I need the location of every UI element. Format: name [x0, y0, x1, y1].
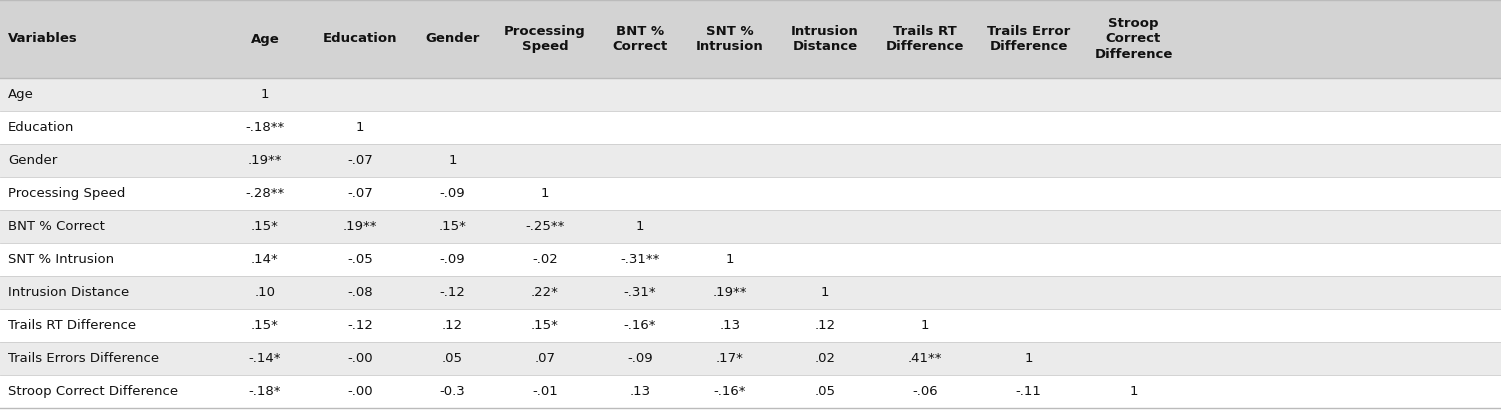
- Text: -.11: -.11: [1016, 385, 1042, 398]
- Text: .41**: .41**: [908, 352, 943, 365]
- Text: -.05: -.05: [347, 253, 372, 266]
- Text: 1: 1: [1024, 352, 1033, 365]
- Text: -.00: -.00: [347, 385, 372, 398]
- Text: -.28**: -.28**: [245, 187, 285, 200]
- Text: 1: 1: [821, 286, 829, 299]
- Text: -.16*: -.16*: [624, 319, 656, 332]
- Text: -.09: -.09: [627, 352, 653, 365]
- Text: -.00: -.00: [347, 352, 372, 365]
- Text: -.07: -.07: [347, 154, 372, 167]
- Text: -.31*: -.31*: [624, 286, 656, 299]
- Text: .05: .05: [441, 352, 462, 365]
- Text: .22*: .22*: [531, 286, 558, 299]
- Text: 1: 1: [540, 187, 549, 200]
- Text: Trails RT
Difference: Trails RT Difference: [886, 25, 964, 53]
- Bar: [0, 111, 1501, 144]
- Text: -.01: -.01: [533, 385, 558, 398]
- Text: Gender: Gender: [425, 32, 480, 46]
- Bar: [0, 144, 1501, 177]
- Bar: [0, 276, 1501, 309]
- Text: .05: .05: [815, 385, 836, 398]
- Text: Trails Errors Difference: Trails Errors Difference: [8, 352, 159, 365]
- Bar: [0, 375, 1501, 408]
- Text: .19**: .19**: [248, 154, 282, 167]
- Text: Gender: Gender: [8, 154, 57, 167]
- Text: Age: Age: [8, 88, 35, 101]
- Text: .14*: .14*: [251, 253, 279, 266]
- Text: -.12: -.12: [440, 286, 465, 299]
- Text: 1: 1: [449, 154, 456, 167]
- Text: 1: 1: [726, 253, 734, 266]
- Text: Processing Speed: Processing Speed: [8, 187, 126, 200]
- Text: Variables: Variables: [8, 32, 78, 46]
- Text: .02: .02: [815, 352, 836, 365]
- Text: .13: .13: [719, 319, 740, 332]
- Text: -.09: -.09: [440, 187, 465, 200]
- Text: .19**: .19**: [342, 220, 377, 233]
- Text: Trails RT Difference: Trails RT Difference: [8, 319, 137, 332]
- Text: 1: 1: [356, 121, 365, 134]
- Text: .12: .12: [441, 319, 464, 332]
- Text: Stroop
Correct
Difference: Stroop Correct Difference: [1094, 17, 1172, 61]
- Text: Education: Education: [8, 121, 75, 134]
- Text: .10: .10: [255, 286, 276, 299]
- Text: -.14*: -.14*: [249, 352, 281, 365]
- Text: -.18**: -.18**: [245, 121, 285, 134]
- Text: -.08: -.08: [347, 286, 372, 299]
- Text: SNT %
Intrusion: SNT % Intrusion: [696, 25, 764, 53]
- Text: Age: Age: [251, 32, 279, 46]
- Text: 1: 1: [920, 319, 929, 332]
- Text: -.18*: -.18*: [249, 385, 281, 398]
- Text: -0.3: -0.3: [440, 385, 465, 398]
- Text: -.16*: -.16*: [714, 385, 746, 398]
- Text: 1: 1: [1129, 385, 1138, 398]
- Text: 1: 1: [261, 88, 269, 101]
- Text: .19**: .19**: [713, 286, 747, 299]
- Text: BNT % Correct: BNT % Correct: [8, 220, 105, 233]
- Text: .07: .07: [534, 352, 555, 365]
- Text: -.02: -.02: [533, 253, 558, 266]
- Text: .17*: .17*: [716, 352, 744, 365]
- Bar: [0, 243, 1501, 276]
- Text: .12: .12: [815, 319, 836, 332]
- Text: Stroop Correct Difference: Stroop Correct Difference: [8, 385, 179, 398]
- Text: -.31**: -.31**: [620, 253, 659, 266]
- Bar: [0, 210, 1501, 243]
- Text: Trails Error
Difference: Trails Error Difference: [986, 25, 1070, 53]
- Text: .15*: .15*: [251, 220, 279, 233]
- Text: .15*: .15*: [531, 319, 558, 332]
- Text: -.06: -.06: [913, 385, 938, 398]
- Bar: [0, 0, 1501, 78]
- Text: SNT % Intrusion: SNT % Intrusion: [8, 253, 114, 266]
- Text: -.12: -.12: [347, 319, 372, 332]
- Bar: [0, 342, 1501, 375]
- Text: .13: .13: [629, 385, 650, 398]
- Text: Processing
Speed: Processing Speed: [504, 25, 585, 53]
- Text: -.07: -.07: [347, 187, 372, 200]
- Text: Education: Education: [323, 32, 398, 46]
- Text: Intrusion Distance: Intrusion Distance: [8, 286, 129, 299]
- Text: -.09: -.09: [440, 253, 465, 266]
- Bar: [0, 78, 1501, 111]
- Text: 1: 1: [636, 220, 644, 233]
- Bar: [0, 177, 1501, 210]
- Bar: [0, 309, 1501, 342]
- Text: -.25**: -.25**: [525, 220, 564, 233]
- Text: .15*: .15*: [438, 220, 467, 233]
- Text: .15*: .15*: [251, 319, 279, 332]
- Text: BNT %
Correct: BNT % Correct: [612, 25, 668, 53]
- Text: Intrusion
Distance: Intrusion Distance: [791, 25, 859, 53]
